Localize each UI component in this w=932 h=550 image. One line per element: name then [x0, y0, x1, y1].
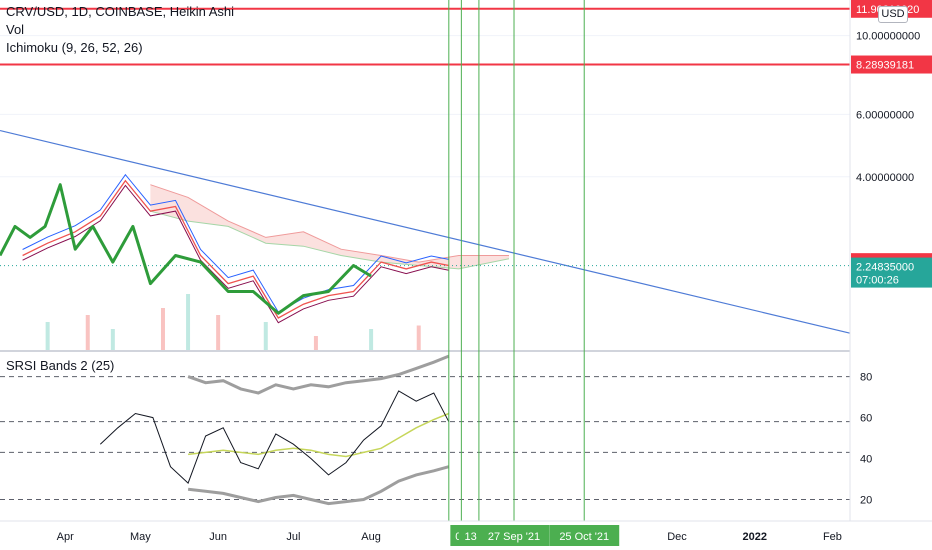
price-line: [22, 179, 449, 319]
trendline-group[interactable]: [0, 129, 851, 334]
lagging-span-group: [0, 183, 372, 315]
hline-price-text: 8.28939181: [856, 60, 914, 72]
srsi-legend[interactable]: SRSI Bands 2 (25): [6, 358, 115, 373]
time-tick-label: Feb: [823, 531, 842, 543]
volume-bar: [186, 294, 191, 350]
time-tick-label: Aug: [361, 531, 381, 543]
volume-bars: [45, 294, 421, 350]
countdown-text: 07:00:26: [856, 275, 899, 287]
cloud-span-b: [150, 184, 509, 263]
price-grid: [0, 35, 850, 178]
time-tick-label: Jul: [286, 531, 300, 543]
price-axis[interactable]: 10.000000006.000000004.0000000011.903100…: [851, 0, 932, 288]
volume-bar: [85, 315, 90, 350]
horizontal-lines[interactable]: [0, 7, 850, 66]
symbol-title[interactable]: CRV/USD, 1D, COINBASE, Heikin Ashi: [6, 4, 235, 19]
hline-price-tag[interactable]: [851, 55, 932, 74]
price-series-group: [0, 173, 850, 324]
vertical-lines[interactable]: [448, 0, 585, 521]
time-tick-label: May: [130, 531, 151, 543]
time-tick-label: Dec: [667, 531, 687, 543]
lagging-span-line: [0, 183, 372, 315]
time-marker-tag[interactable]: [479, 525, 550, 546]
volume-bar: [369, 329, 374, 350]
ichimoku-legend[interactable]: Ichimoku (9, 26, 52, 26): [6, 40, 143, 55]
srsi-upper-band: [187, 354, 450, 395]
volume-bar: [216, 315, 221, 350]
time-tick-label: 2022: [742, 531, 766, 543]
ichimoku-cloud: [150, 184, 510, 270]
srsi-lower-band: [187, 465, 450, 506]
cloud-span-a: [150, 210, 510, 270]
volume-legend[interactable]: Vol: [6, 22, 25, 37]
srsi-line: [99, 390, 450, 484]
price-tick-label: 4.00000000: [856, 172, 914, 184]
time-tick-label: Jun: [209, 531, 227, 543]
volume-bar: [313, 336, 318, 350]
srsi-lines: [99, 354, 450, 506]
srsi-levels: [0, 376, 850, 501]
time-marker-tag[interactable]: [549, 525, 620, 546]
conversion-line: [22, 173, 449, 313]
volume-bar: [263, 322, 268, 350]
volume-bar: [45, 322, 50, 350]
srsi-tick-label: 20: [860, 495, 872, 507]
srsi-pane: [0, 354, 850, 506]
srsi-tick-label: 40: [860, 454, 872, 466]
last-price-tag[interactable]: [851, 257, 932, 288]
time-tick-label: Apr: [57, 531, 74, 543]
srsi-tick-label: 60: [860, 413, 872, 425]
srsi-axis[interactable]: 80 60 40 20: [860, 372, 872, 507]
srsi-tick-label: 80: [860, 372, 872, 384]
volume-bar: [110, 329, 115, 350]
base-line: [22, 184, 449, 324]
price-pane: [0, 7, 851, 350]
time-marker-text: 25 Oct '21: [559, 531, 609, 543]
price-tick-label: 10.00000000: [856, 31, 920, 43]
time-marker-text: 27 Sep '21: [488, 531, 540, 543]
cloud-fill: [150, 184, 509, 269]
srsi-signal-line: [188, 412, 450, 458]
currency-button[interactable]: USD: [878, 6, 908, 23]
price-tick-label: 6.00000000: [856, 109, 914, 121]
volume-bar: [416, 325, 421, 350]
trendline[interactable]: [0, 129, 851, 334]
last-price-text: 2.24835000: [856, 262, 914, 274]
volume-bar: [160, 308, 165, 350]
